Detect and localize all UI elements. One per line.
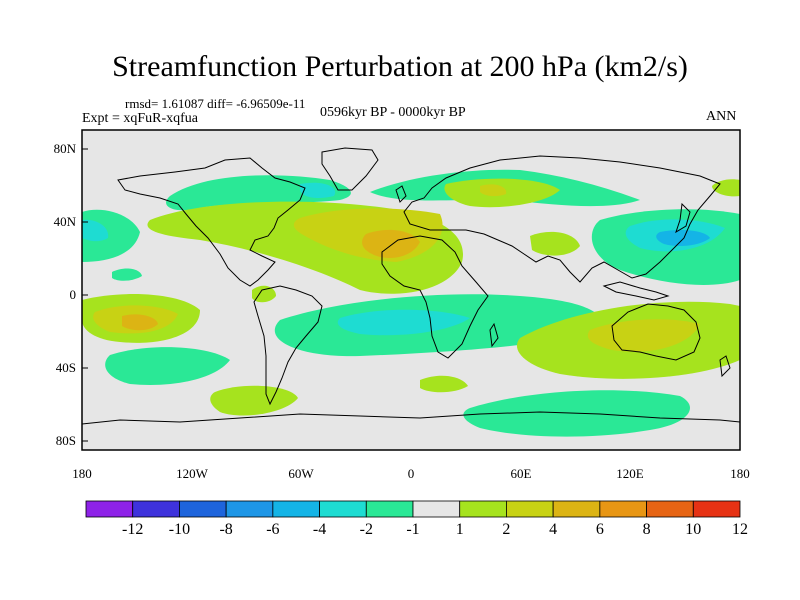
lat-label-40s: 40S: [56, 360, 76, 375]
africa-coast: [381, 235, 489, 359]
colorbar-label: 8: [643, 521, 651, 538]
east-pacific-core: [82, 219, 109, 242]
colorbar-label: -8: [219, 521, 232, 538]
colorbar-swatch: [459, 500, 507, 518]
colorbar-swatch: [412, 500, 461, 518]
australia-mid-core: [587, 319, 700, 352]
lon-label-0: 0: [408, 466, 415, 481]
lat-label-40n: 40N: [54, 214, 77, 229]
new-zealand-coast: [719, 355, 731, 378]
lat-label-80s: 80S: [56, 433, 76, 448]
madagascar-coast: [489, 322, 499, 348]
colorbar-label: -10: [169, 521, 190, 538]
colorbar-label: 12: [732, 521, 748, 538]
lon-label-180e: 180: [730, 466, 750, 481]
greenland-coast: [321, 147, 379, 191]
deep-negative-cores: [656, 230, 710, 246]
strong-positive-cores: [122, 229, 420, 331]
asia-ridge: [530, 231, 580, 256]
colorbar-label: -12: [122, 521, 143, 538]
europe-mid-core: [480, 184, 507, 197]
colorbar-swatch: [365, 500, 414, 518]
colorbar-swatch: [692, 500, 741, 518]
japan-coast: [675, 202, 691, 234]
colorbar-swatch: [272, 500, 320, 518]
colorbar-label: 10: [685, 521, 701, 538]
south-pacific-core: [122, 314, 158, 331]
lon-label-60w: 60W: [288, 466, 314, 481]
season-label: ANN: [706, 109, 737, 124]
colorbar-swatch: [506, 500, 554, 518]
map-frame: [81, 129, 741, 451]
lon-label-120e: 120E: [616, 466, 644, 481]
sahara-core: [362, 229, 420, 258]
colorbar-label: 1: [456, 521, 464, 538]
strong-negative-cores: [82, 182, 725, 336]
lon-label-180w: 180: [72, 466, 92, 481]
colorbar-swatch: [132, 500, 180, 518]
southern-indian-ridge: [420, 375, 468, 393]
colorbar-swatch: [225, 500, 274, 518]
longitude-axis: 180 120W 60W 0 60E 120E 180: [72, 466, 750, 481]
colorbar-swatch: [179, 500, 227, 518]
colorbar-swatch: [319, 500, 367, 518]
colorbar-label: -4: [313, 521, 326, 538]
australia-coast: [611, 303, 701, 361]
colorbar-label: -2: [360, 521, 373, 538]
experiment-label: Expt = xqFuR-xqfua: [82, 111, 198, 126]
south-atlantic-ridge: [210, 385, 298, 416]
south-america-coast: [253, 285, 323, 406]
colorbar-label: -1: [406, 521, 419, 538]
colorbar-swatch: [85, 500, 134, 518]
south-pacific-trough: [105, 347, 230, 385]
eurasia-coast: [403, 155, 721, 283]
colorbar-label: -6: [266, 521, 279, 538]
pacific-small-trough: [112, 268, 142, 281]
colorbar-swatch: [552, 500, 601, 518]
southern-core: [337, 309, 470, 336]
latitude-axis: 80N 40N 0 40S 80S: [54, 141, 88, 448]
coastlines: [82, 147, 740, 425]
uk-coast: [395, 185, 407, 203]
plot-title: Streamfunction Perturbation at 200 hPa (…: [112, 50, 688, 83]
colorbar-label: 6: [596, 521, 604, 538]
colorbar-swatch: [599, 500, 647, 518]
lat-label-0: 0: [70, 287, 77, 302]
colorbar-label: 2: [502, 521, 510, 538]
america-ridge: [252, 285, 276, 303]
lon-label-120w: 120W: [176, 466, 209, 481]
map-field: [82, 130, 740, 450]
period-label: 0596kyr BP - 0000kyr BP: [320, 105, 466, 120]
stats-label: rmsd= 1.61087 diff= -6.96509e-11: [125, 96, 306, 111]
atlantic-core: [300, 182, 336, 198]
lon-label-60e: 60E: [511, 466, 532, 481]
antarctica-coast: [82, 411, 740, 425]
north-america-coast: [117, 157, 306, 287]
lat-label-80n: 80N: [54, 141, 77, 156]
colorbar-swatch: [646, 500, 694, 518]
colorbar-label: 4: [549, 521, 557, 538]
colorbar: -12 -10 -8 -6 -4 -2 -1 1 2 4 6 8 10 12: [85, 500, 748, 538]
pacific-deep-core: [656, 230, 710, 246]
maritime-islands-coast: [602, 281, 670, 301]
